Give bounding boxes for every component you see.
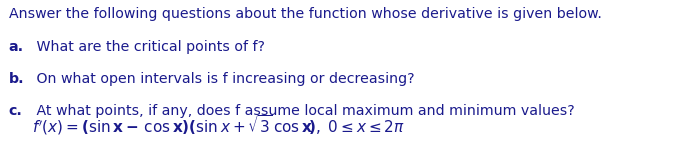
Text: a.: a. <box>9 40 24 54</box>
Text: What are the critical points of f?: What are the critical points of f? <box>32 40 265 54</box>
Text: At what points, if any, does f assume local maximum and minimum values?: At what points, if any, does f assume lo… <box>32 104 575 118</box>
Text: On what open intervals is f increasing or decreasing?: On what open intervals is f increasing o… <box>32 72 415 86</box>
Text: b.: b. <box>9 72 24 86</box>
Text: $f'(x) = \mathbf{(\sin x - \,\cos x)}\mathbf{(}\sin x + \sqrt{3}\,\mathbf{\cos x: $f'(x) = \mathbf{(\sin x - \,\cos x)}\ma… <box>32 113 405 137</box>
Text: c.: c. <box>9 104 23 118</box>
Text: Answer the following questions about the function whose derivative is given belo: Answer the following questions about the… <box>9 7 601 21</box>
